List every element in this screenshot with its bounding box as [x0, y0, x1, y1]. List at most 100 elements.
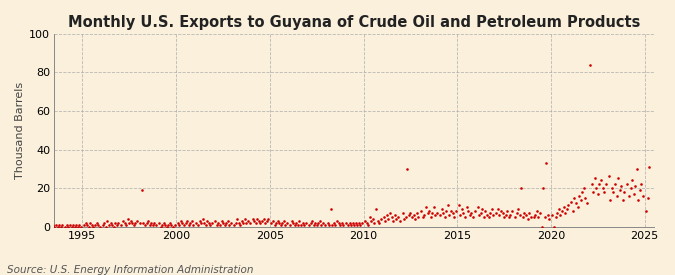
Point: [69, 224, 80, 229]
Point: [297, 221, 308, 225]
Point: [310, 221, 321, 225]
Point: [121, 222, 132, 227]
Point: [605, 197, 616, 202]
Point: [47, 222, 58, 227]
Point: [219, 222, 230, 227]
Point: [95, 224, 105, 229]
Point: [558, 205, 569, 210]
Point: [461, 205, 472, 210]
Point: [296, 222, 306, 227]
Point: [179, 222, 190, 227]
Point: [555, 213, 566, 217]
Point: [551, 211, 562, 215]
Point: [618, 197, 628, 202]
Point: [541, 161, 551, 165]
Point: [329, 221, 340, 225]
Point: [294, 219, 305, 223]
Point: [529, 215, 539, 219]
Point: [587, 182, 597, 186]
Point: [83, 224, 94, 229]
Point: [446, 209, 456, 213]
Point: [191, 221, 202, 225]
Point: [109, 224, 119, 229]
Point: [491, 211, 502, 215]
Point: [74, 222, 84, 227]
Point: [107, 222, 117, 227]
Point: [221, 221, 232, 225]
Point: [263, 217, 274, 221]
Point: [394, 219, 405, 223]
Point: [419, 213, 430, 217]
Point: [391, 217, 402, 221]
Point: [207, 221, 217, 225]
Point: [600, 182, 611, 186]
Point: [495, 209, 506, 213]
Point: [630, 184, 641, 188]
Point: [192, 222, 203, 227]
Point: [153, 221, 164, 225]
Point: [72, 224, 83, 229]
Point: [544, 217, 555, 221]
Point: [111, 222, 122, 227]
Point: [225, 221, 236, 225]
Point: [348, 221, 358, 225]
Point: [349, 222, 360, 227]
Point: [519, 211, 530, 215]
Point: [330, 222, 341, 227]
Point: [363, 222, 374, 227]
Point: [449, 215, 460, 219]
Point: [638, 194, 649, 198]
Point: [126, 219, 136, 223]
Point: [204, 221, 215, 225]
Point: [260, 221, 271, 225]
Point: [66, 224, 77, 229]
Point: [311, 222, 322, 227]
Point: [520, 213, 531, 217]
Point: [274, 221, 285, 225]
Point: [104, 222, 115, 227]
Point: [135, 221, 146, 225]
Point: [194, 219, 205, 223]
Point: [140, 222, 151, 227]
Point: [464, 213, 475, 217]
Point: [352, 222, 362, 227]
Point: [499, 215, 510, 219]
Point: [622, 182, 633, 186]
Point: [217, 221, 228, 225]
Point: [447, 211, 458, 215]
Point: [308, 222, 319, 227]
Point: [146, 221, 157, 225]
Point: [522, 217, 533, 221]
Point: [233, 221, 244, 225]
Point: [151, 222, 161, 227]
Point: [124, 221, 135, 225]
Point: [504, 215, 514, 219]
Point: [423, 211, 433, 215]
Point: [375, 217, 386, 221]
Point: [71, 222, 82, 227]
Point: [424, 209, 435, 213]
Point: [117, 219, 128, 223]
Point: [222, 219, 233, 223]
Point: [380, 219, 391, 223]
Point: [182, 219, 192, 223]
Point: [331, 219, 342, 223]
Point: [97, 222, 108, 227]
Point: [105, 221, 116, 225]
Point: [92, 222, 103, 227]
Point: [463, 209, 474, 213]
Point: [486, 207, 497, 211]
Point: [472, 205, 483, 210]
Point: [163, 222, 173, 227]
Point: [102, 219, 113, 223]
Point: [82, 222, 92, 227]
Point: [539, 215, 550, 219]
Point: [199, 221, 210, 225]
Point: [575, 197, 586, 202]
Point: [336, 221, 347, 225]
Point: [122, 217, 133, 221]
Point: [224, 222, 235, 227]
Point: [400, 215, 411, 219]
Point: [269, 222, 280, 227]
Point: [86, 222, 97, 227]
